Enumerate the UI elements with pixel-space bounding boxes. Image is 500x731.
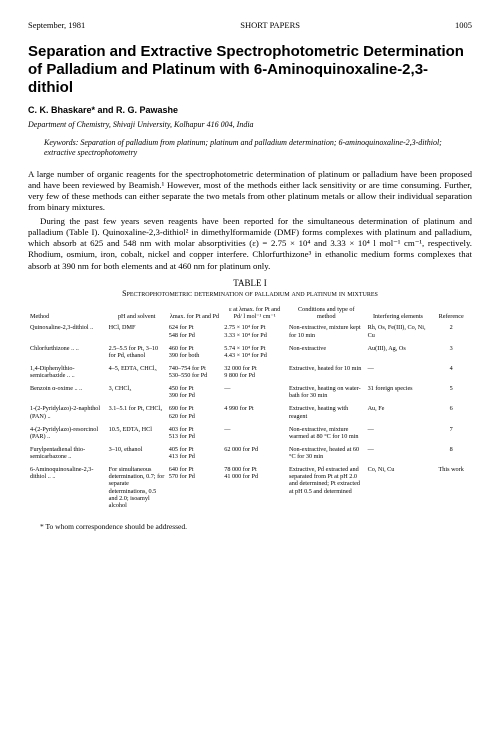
table-row: Quinoxaline-2,3-dithiol ..HCl, DMF624 fo…: [28, 321, 472, 341]
cell-lambda: 690 for Pt 620 for Pd: [167, 402, 222, 422]
cell-lambda: 403 for Pt 513 for Pd: [167, 423, 222, 443]
authors: C. K. Bhaskare* and R. G. Pawashe: [28, 105, 472, 116]
cell-eps: 78 000 for Pt 41 000 for Pd: [222, 463, 287, 512]
cell-ph: 2.5–5.5 for Pt, 3–10 for Pd, ethanol: [107, 342, 167, 362]
cell-interf: —: [366, 423, 431, 443]
cell-method: Benzoin α-oxime .. ..: [28, 382, 107, 402]
cell-cond: Extractive, Pd extracted and separated f…: [287, 463, 366, 512]
cell-eps: 32 000 for Pt 9 800 for Pd: [222, 362, 287, 382]
col-interf: Interfering elements: [366, 305, 431, 321]
cell-method: Quinoxaline-2,3-dithiol ..: [28, 321, 107, 341]
cell-interf: Au, Fe: [366, 402, 431, 422]
col-ph: pH and solvent: [107, 305, 167, 321]
cell-cond: Non-extractive: [287, 342, 366, 362]
col-ref: Reference: [430, 305, 472, 321]
cell-interf: Au(III), Ag, Os: [366, 342, 431, 362]
cell-ref: 4: [430, 362, 472, 382]
col-lambda: λmax. for Pt and Pd: [167, 305, 222, 321]
article-title: Separation and Extractive Spectrophotome…: [28, 43, 472, 97]
cell-ph: 3–10, ethanol: [107, 443, 167, 463]
header-date: September, 1981: [28, 20, 85, 31]
cell-lambda: 450 for Pt 390 for Pd: [167, 382, 222, 402]
cell-method: 1-(2-Pyridylazo)-2-naphthol (PAN) ..: [28, 402, 107, 422]
paragraph-2: During the past few years seven reagents…: [28, 216, 472, 272]
cell-eps: —: [222, 423, 287, 443]
page-header: September, 1981 SHORT PAPERS 1005: [28, 20, 472, 31]
cell-ph: For simultaneous determination, 0.7; for…: [107, 463, 167, 512]
cell-ref: 3: [430, 342, 472, 362]
header-section: SHORT PAPERS: [240, 20, 300, 31]
cell-method: Chlorfurthizone .. ..: [28, 342, 107, 362]
table-row: 1,4-Diphenylthio-semicarbazide .. ..4–5,…: [28, 362, 472, 382]
table-label: TABLE I: [28, 278, 472, 289]
cell-lambda: 405 for Pt 413 for Pd: [167, 443, 222, 463]
table-header-row: Method pH and solvent λmax. for Pt and P…: [28, 305, 472, 321]
cell-interf: —: [366, 443, 431, 463]
table-caption: Spectrophotometric determination of pall…: [28, 289, 472, 299]
cell-ph: HCl, DMF: [107, 321, 167, 341]
paragraph-1: A large number of organic reagents for t…: [28, 169, 472, 214]
cell-ref: 7: [430, 423, 472, 443]
cell-interf: Rh, Os, Fe(III), Co, Ni, Cu: [366, 321, 431, 341]
cell-ph: 10.5, EDTA, HCl: [107, 423, 167, 443]
cell-cond: Extractive, heated for 10 min: [287, 362, 366, 382]
cell-lambda: 624 for Pt 548 for Pd: [167, 321, 222, 341]
cell-cond: Non-extractive, heated at 60 °C for 30 m…: [287, 443, 366, 463]
cell-cond: Non-extractive, mixture kept for 10 min: [287, 321, 366, 341]
cell-interf: 31 foreign species: [366, 382, 431, 402]
footnote: * To whom correspondence should be addre…: [28, 522, 472, 531]
table-row: 1-(2-Pyridylazo)-2-naphthol (PAN) ..3.1–…: [28, 402, 472, 422]
affiliation: Department of Chemistry, Shivaji Univers…: [28, 120, 472, 130]
cell-eps: 4 990 for Pt: [222, 402, 287, 422]
table-row: Furylpentadienal thio-semicarbazone ..3–…: [28, 443, 472, 463]
table-row: Benzoin α-oxime .. ..3, CHCl₃450 for Pt …: [28, 382, 472, 402]
cell-lambda: 740–754 for Pt 530–550 for Pd: [167, 362, 222, 382]
cell-eps: 5.74 × 10⁴ for Pt 4.43 × 10⁴ for Pd: [222, 342, 287, 362]
cell-eps: 2.75 × 10⁴ for Pt 3.33 × 10⁴ for Pd: [222, 321, 287, 341]
col-method: Method: [28, 305, 107, 321]
cell-ref: 6: [430, 402, 472, 422]
cell-ph: 3, CHCl₃: [107, 382, 167, 402]
keywords: Keywords: Separation of palladium from p…: [28, 138, 472, 159]
col-eps: ε at λmax. for Pt and Pd/ l mol⁻¹ cm⁻¹: [222, 305, 287, 321]
cell-ref: 8: [430, 443, 472, 463]
table-row: 4-(2-Pyridylazo)-resorcinol (PAR) ..10.5…: [28, 423, 472, 443]
table-row: 6-Aminoquinoxaline-2,3-dithiol .. ..For …: [28, 463, 472, 512]
cell-interf: —: [366, 362, 431, 382]
cell-eps: —: [222, 382, 287, 402]
cell-cond: Extractive, heating on water-bath for 30…: [287, 382, 366, 402]
methods-table: Method pH and solvent λmax. for Pt and P…: [28, 305, 472, 512]
cell-lambda: 640 for Pt 570 for Pd: [167, 463, 222, 512]
cell-eps: 62 000 for Pd: [222, 443, 287, 463]
cell-ref: 2: [430, 321, 472, 341]
table-row: Chlorfurthizone .. ..2.5–5.5 for Pt, 3–1…: [28, 342, 472, 362]
cell-ref: This work: [430, 463, 472, 512]
cell-method: 4-(2-Pyridylazo)-resorcinol (PAR) ..: [28, 423, 107, 443]
cell-ph: 4–5, EDTA, CHCl₃: [107, 362, 167, 382]
cell-interf: Co, Ni, Cu: [366, 463, 431, 512]
cell-cond: Non-extractive, mixture warmed at 80 °C …: [287, 423, 366, 443]
cell-method: Furylpentadienal thio-semicarbazone ..: [28, 443, 107, 463]
cell-method: 1,4-Diphenylthio-semicarbazide .. ..: [28, 362, 107, 382]
cell-ref: 5: [430, 382, 472, 402]
col-cond: Conditions and type of method: [287, 305, 366, 321]
cell-cond: Extractive, heating with reagent: [287, 402, 366, 422]
cell-ph: 3.1–5.1 for Pt, CHCl₃: [107, 402, 167, 422]
cell-lambda: 460 for Pt 390 for both: [167, 342, 222, 362]
page-number: 1005: [455, 20, 472, 31]
cell-method: 6-Aminoquinoxaline-2,3-dithiol .. ..: [28, 463, 107, 512]
